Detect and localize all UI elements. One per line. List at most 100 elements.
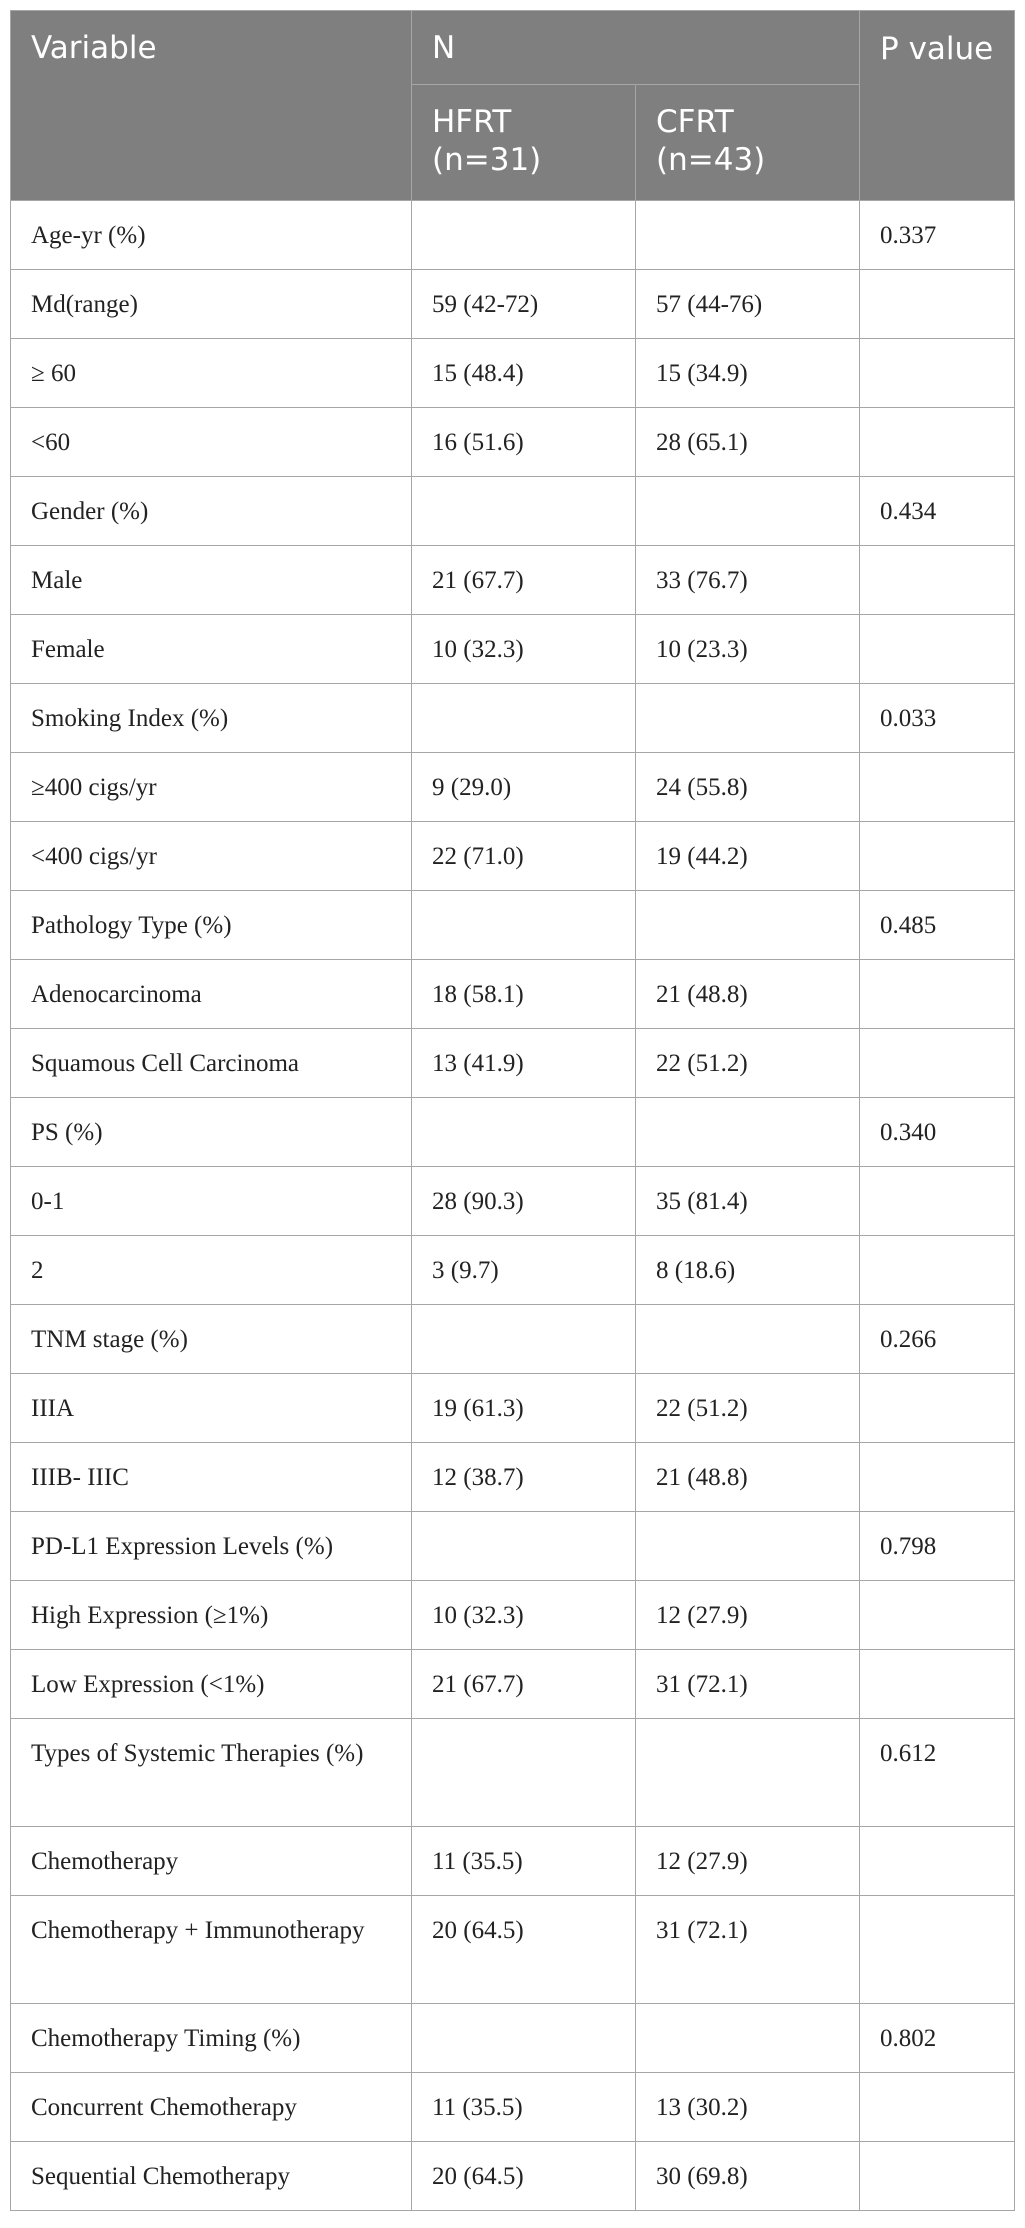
cell-hfrt: 11 (35.5)	[411, 1826, 636, 1896]
cell-hfrt	[411, 1718, 636, 1827]
table-row: Chemotherapy Timing (%) 0.802	[10, 2003, 1016, 2073]
cell-p-value	[859, 821, 1016, 891]
cell-hfrt: 11 (35.5)	[411, 2072, 636, 2142]
cell-variable: Pathology Type (%)	[10, 890, 412, 960]
header-n: N	[410, 10, 861, 85]
cell-cfrt	[634, 1304, 861, 1374]
table-row: Types of Systemic Therapies (%) 0.612	[10, 1718, 1016, 1827]
cell-variable: TNM stage (%)	[10, 1304, 412, 1374]
table-row: TNM stage (%) 0.266	[10, 1304, 1016, 1374]
cell-p-value	[859, 1166, 1016, 1236]
cell-hfrt: 20 (64.5)	[411, 2141, 636, 2211]
table-row: ≥400 cigs/yr 9 (29.0) 24 (55.8)	[10, 752, 1016, 822]
cell-cfrt: 12 (27.9)	[634, 1826, 861, 1896]
cell-cfrt: 35 (81.4)	[634, 1166, 861, 1236]
cell-p-value: 0.798	[859, 1511, 1016, 1581]
cell-variable: Md(range)	[10, 269, 412, 339]
cell-variable: Types of Systemic Therapies (%)	[10, 1718, 412, 1827]
cell-cfrt	[634, 476, 861, 546]
table-row: Pathology Type (%) 0.485	[10, 890, 1016, 960]
cell-hfrt: 10 (32.3)	[411, 614, 636, 684]
cell-cfrt: 33 (76.7)	[634, 545, 861, 615]
cell-p-value	[859, 2072, 1016, 2142]
header-variable: Variable	[10, 10, 412, 201]
cell-cfrt: 12 (27.9)	[634, 1580, 861, 1650]
table-row: IIIA 19 (61.3) 22 (51.2)	[10, 1373, 1016, 1443]
cell-hfrt: 16 (51.6)	[411, 407, 636, 477]
cell-p-value	[859, 1028, 1016, 1098]
cell-hfrt: 9 (29.0)	[411, 752, 636, 822]
cell-p-value	[859, 1649, 1016, 1719]
cell-variable: Age-yr (%)	[10, 200, 412, 270]
cell-variable: Low Expression (<1%)	[10, 1649, 412, 1719]
cell-hfrt: 15 (48.4)	[411, 338, 636, 408]
cell-p-value: 0.337	[859, 200, 1016, 270]
table-row: Male 21 (67.7) 33 (76.7)	[10, 545, 1016, 615]
table-row: Squamous Cell Carcinoma 13 (41.9) 22 (51.2…	[10, 1028, 1016, 1098]
cell-hfrt	[411, 476, 636, 546]
table-row: Smoking Index (%) 0.033	[10, 683, 1016, 753]
cell-variable: ≥ 60	[10, 338, 412, 408]
cell-cfrt: 13 (30.2)	[634, 2072, 861, 2142]
cell-hfrt: 20 (64.5)	[411, 1895, 636, 2004]
cell-variable: IIIB- IIIC	[10, 1442, 412, 1512]
cell-variable: Concurrent Chemotherapy	[10, 2072, 412, 2142]
cell-variable: Chemotherapy + Immunotherapy	[10, 1895, 412, 2004]
table-row: IIIB- IIIC 12 (38.7) 21 (48.8)	[10, 1442, 1016, 1512]
cell-p-value	[859, 407, 1016, 477]
cell-p-value: 0.434	[859, 476, 1016, 546]
cell-hfrt	[411, 683, 636, 753]
cell-p-value	[859, 1826, 1016, 1896]
cell-hfrt: 13 (41.9)	[411, 1028, 636, 1098]
table-row: Chemotherapy + Immunotherapy 20 (64.5) 31 …	[10, 1895, 1016, 2004]
cell-p-value: 0.266	[859, 1304, 1016, 1374]
cell-p-value: 0.612	[859, 1718, 1016, 1827]
cell-variable: Squamous Cell Carcinoma	[10, 1028, 412, 1098]
cell-variable: <60	[10, 407, 412, 477]
cell-cfrt: 21 (48.8)	[634, 1442, 861, 1512]
cell-variable: Smoking Index (%)	[10, 683, 412, 753]
cell-hfrt: 28 (90.3)	[411, 1166, 636, 1236]
cell-hfrt: 22 (71.0)	[411, 821, 636, 891]
cell-cfrt: 30 (69.8)	[634, 2141, 861, 2211]
cell-variable: Chemotherapy	[10, 1826, 412, 1896]
cell-hfrt	[411, 200, 636, 270]
cell-hfrt: 18 (58.1)	[411, 959, 636, 1029]
cell-variable: 2	[10, 1235, 412, 1305]
baseline-characteristics-table: Variable N P value HFRT (n=31) CFRT (n=4…	[10, 10, 1016, 2211]
cell-p-value	[859, 545, 1016, 615]
cell-cfrt: 10 (23.3)	[634, 614, 861, 684]
cell-cfrt: 28 (65.1)	[634, 407, 861, 477]
cell-p-value	[859, 1442, 1016, 1512]
cell-variable: Sequential Chemotherapy	[10, 2141, 412, 2211]
table-row: <60 16 (51.6) 28 (65.1)	[10, 407, 1016, 477]
header-hfrt: HFRT (n=31)	[411, 84, 636, 201]
cell-hfrt	[411, 890, 636, 960]
cell-p-value	[859, 1373, 1016, 1443]
cell-cfrt: 31 (72.1)	[634, 1649, 861, 1719]
cell-p-value	[859, 338, 1016, 408]
cell-p-value: 0.033	[859, 683, 1016, 753]
cell-p-value: 0.802	[859, 2003, 1016, 2073]
cell-cfrt: 24 (55.8)	[634, 752, 861, 822]
table-row: <400 cigs/yr 22 (71.0) 19 (44.2)	[10, 821, 1016, 891]
cell-variable: Adenocarcinoma	[10, 959, 412, 1029]
cell-variable: Gender (%)	[10, 476, 412, 546]
cell-cfrt	[634, 683, 861, 753]
table-row: PD-L1 Expression Levels (%) 0.798	[10, 1511, 1016, 1581]
table-row: Adenocarcinoma 18 (58.1) 21 (48.8)	[10, 959, 1016, 1029]
table-row: PS (%) 0.340	[10, 1097, 1016, 1167]
table-row: ≥ 60 15 (48.4) 15 (34.9)	[10, 338, 1016, 408]
header-cfrt: CFRT (n=43)	[634, 84, 861, 201]
table-body: Age-yr (%) 0.337 Md(range) 59 (42-72) 57 (44…	[10, 200, 1016, 2211]
cell-cfrt	[634, 2003, 861, 2073]
cell-hfrt	[411, 1304, 636, 1374]
table-row: Age-yr (%) 0.337	[10, 200, 1016, 270]
table-row: High Expression (≥1%) 10 (32.3) 12 (27.9)	[10, 1580, 1016, 1650]
cell-hfrt: 21 (67.7)	[411, 545, 636, 615]
cell-cfrt: 19 (44.2)	[634, 821, 861, 891]
cell-cfrt	[634, 890, 861, 960]
cell-cfrt	[634, 1511, 861, 1581]
cell-variable: PS (%)	[10, 1097, 412, 1167]
